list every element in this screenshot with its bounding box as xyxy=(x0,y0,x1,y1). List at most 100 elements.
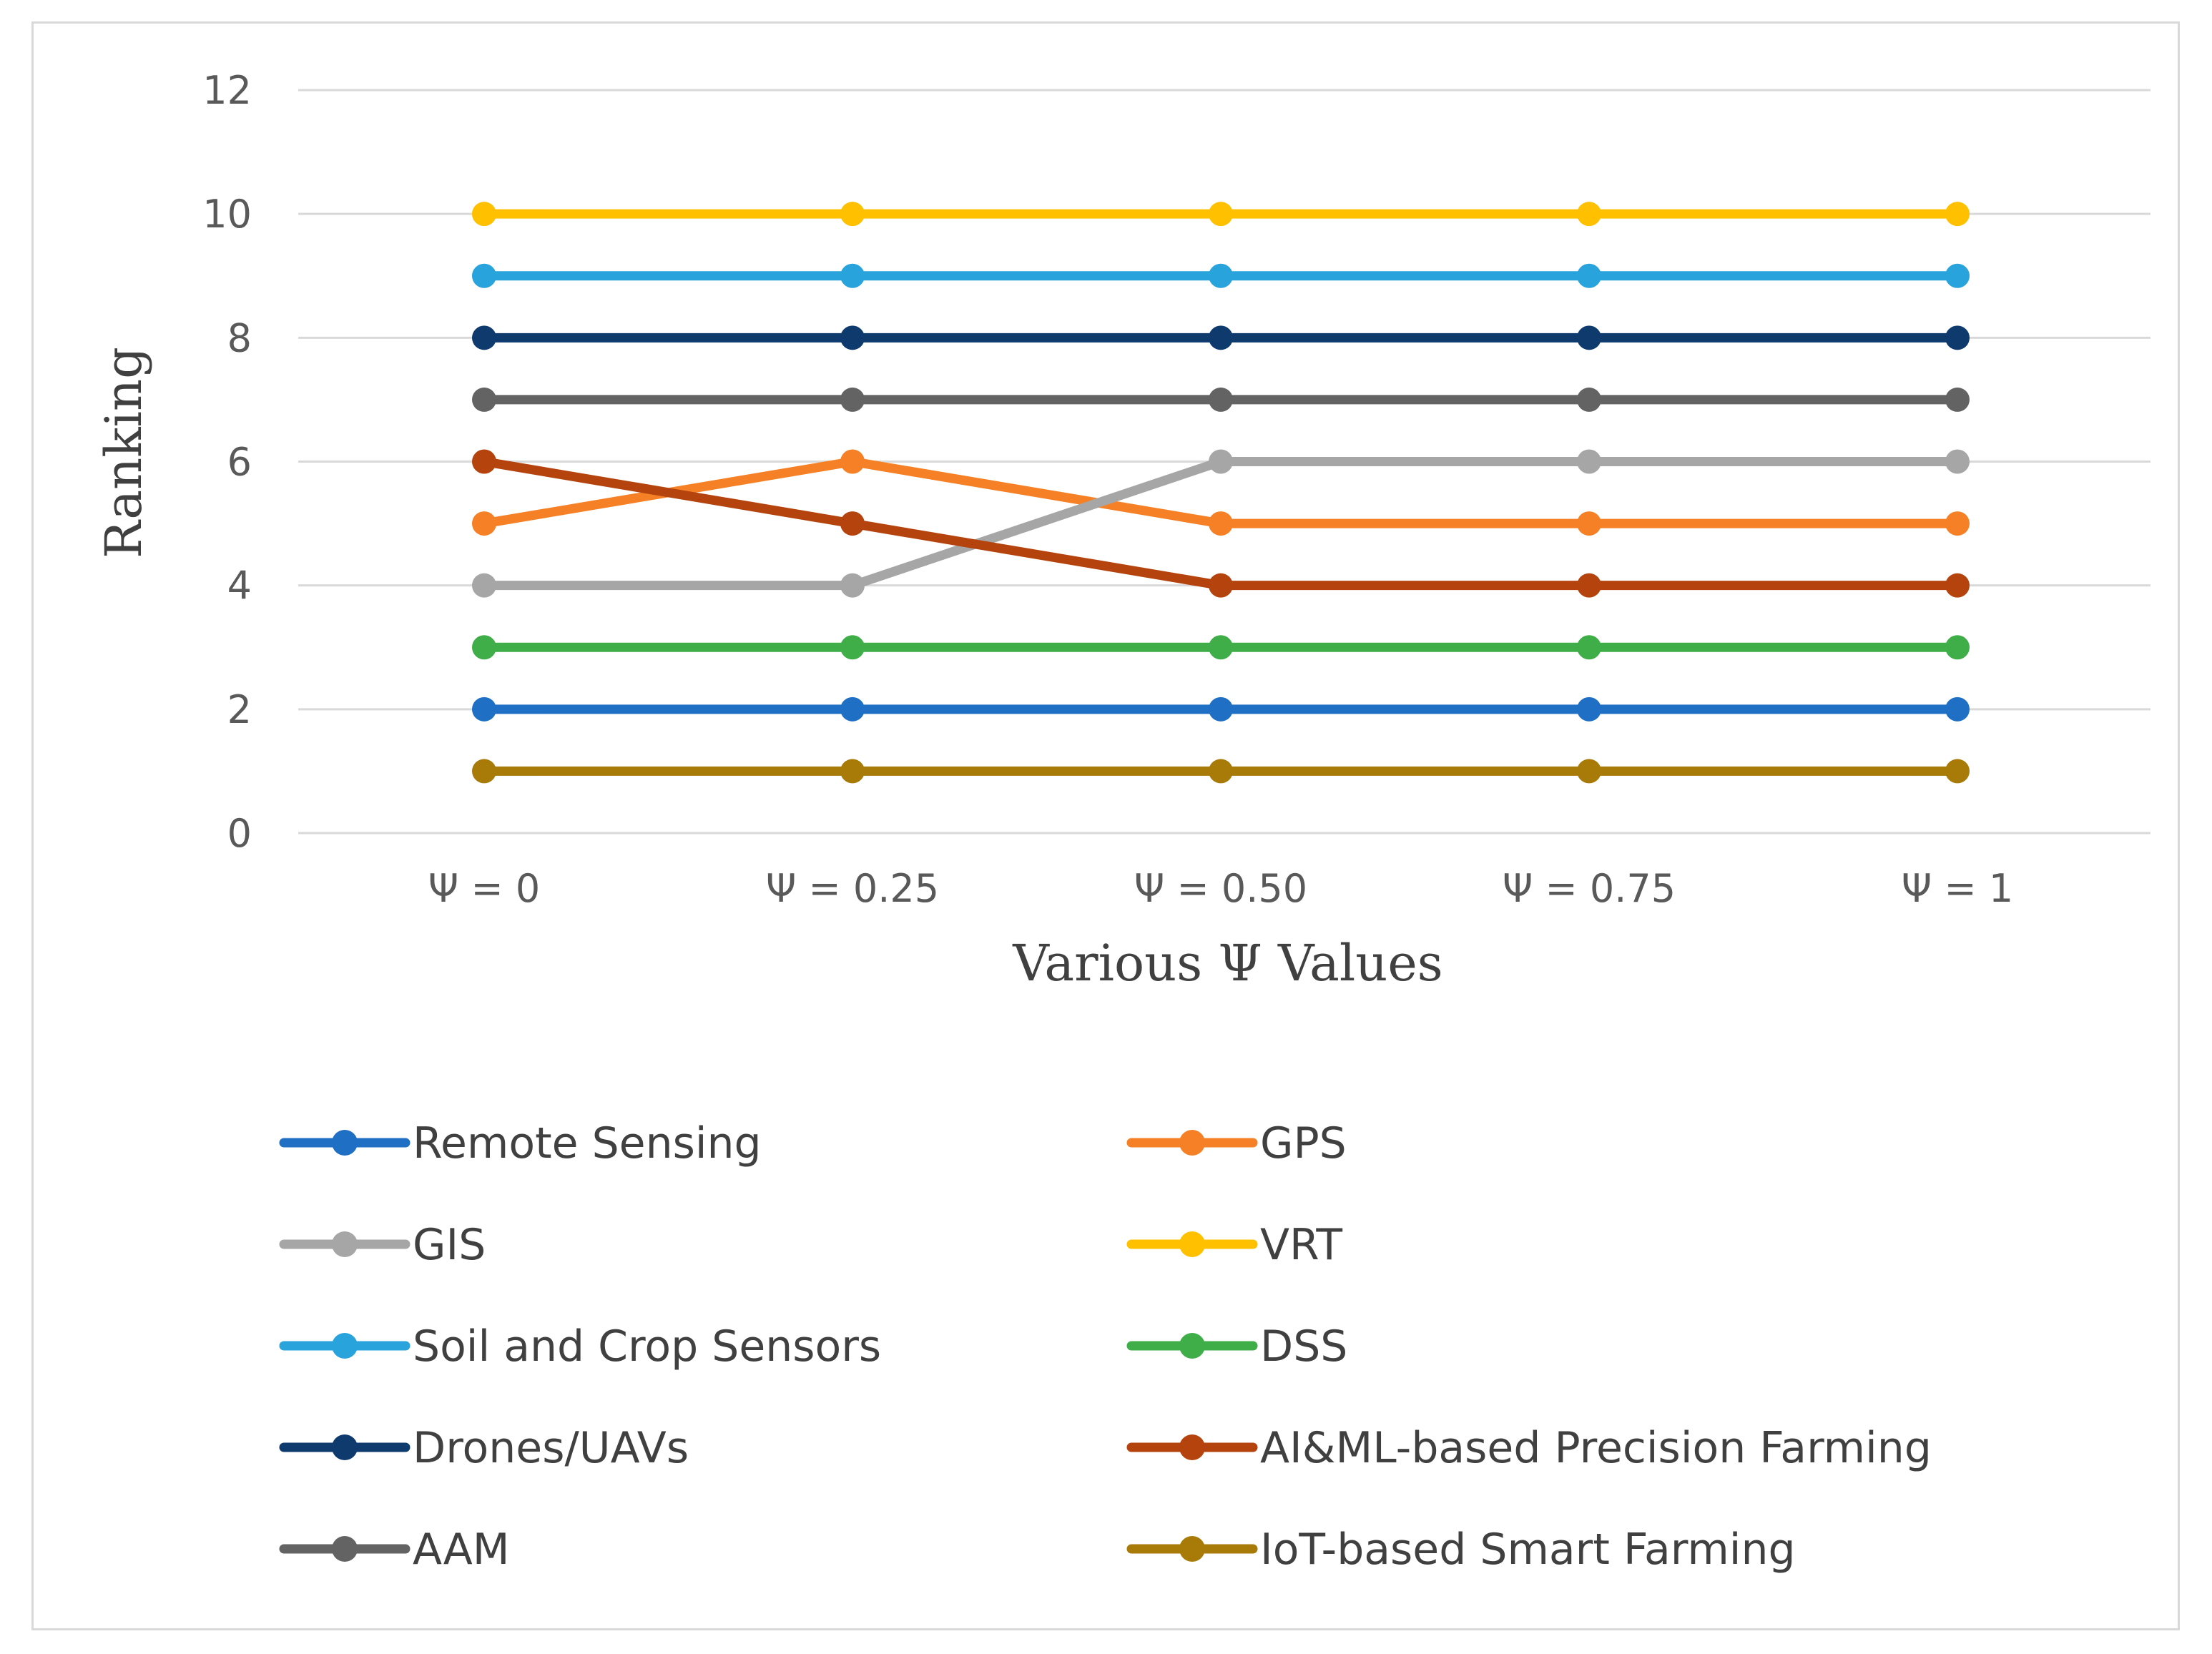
legend-swatch-marker xyxy=(1179,1536,1205,1562)
data-point xyxy=(1577,573,1601,598)
data-point xyxy=(840,449,865,474)
data-point xyxy=(1209,696,1233,722)
data-point xyxy=(840,635,865,660)
legend-swatch-marker xyxy=(1179,1434,1205,1460)
data-point xyxy=(840,696,865,722)
data-point xyxy=(1209,759,1233,784)
data-point xyxy=(1209,635,1233,660)
series-remote-sensing xyxy=(472,696,1970,722)
x-tick-label: Ψ = 0 xyxy=(428,866,540,911)
data-point xyxy=(1209,263,1233,288)
data-point xyxy=(472,759,496,784)
y-tick-label: 4 xyxy=(227,563,252,609)
y-tick-label: 12 xyxy=(202,68,252,113)
data-point xyxy=(1209,325,1233,350)
data-point xyxy=(472,573,496,598)
y-tick-label: 0 xyxy=(227,811,252,856)
data-point xyxy=(1945,759,1970,784)
data-point xyxy=(840,759,865,784)
data-point xyxy=(1577,511,1601,536)
data-point xyxy=(472,449,496,474)
data-point xyxy=(1577,449,1601,474)
data-point xyxy=(1577,325,1601,350)
legend-swatch-marker xyxy=(1179,1333,1205,1359)
x-axis-ticks: Ψ = 0 Ψ = 0.25 Ψ = 0.50 Ψ = 0.75 Ψ = 1 xyxy=(428,866,2013,911)
legend-item: IoT-based Smart Farming xyxy=(1126,1525,1796,1575)
data-point xyxy=(1577,202,1601,227)
data-point xyxy=(1577,387,1601,412)
legend-swatch-marker xyxy=(332,1231,358,1257)
data-point xyxy=(472,202,496,227)
data-point xyxy=(1945,449,1970,474)
series-ai-ml-based-precision-farming xyxy=(472,449,1970,598)
series-iot-based-smart-farming xyxy=(472,759,1970,784)
legend-item: VRT xyxy=(1126,1220,1342,1270)
data-point xyxy=(1945,573,1970,598)
data-point xyxy=(472,696,496,722)
legend-label: GPS xyxy=(1260,1118,1347,1168)
data-point xyxy=(840,387,865,412)
legend-item: AAM xyxy=(279,1525,510,1575)
legend-swatch-marker xyxy=(332,1434,358,1460)
y-axis-ticks: 0 2 4 6 8 10 12 xyxy=(202,68,252,856)
data-point xyxy=(1577,759,1601,784)
data-point xyxy=(1209,202,1233,227)
y-axis-title: Ranking xyxy=(94,347,153,558)
x-tick-label: Ψ = 0.25 xyxy=(766,866,939,911)
data-point xyxy=(472,263,496,288)
data-point xyxy=(1577,696,1601,722)
data-point xyxy=(1209,387,1233,412)
data-point xyxy=(1209,573,1233,598)
legend-item: Drones/UAVs xyxy=(279,1423,689,1473)
legend-item: Soil and Crop Sensors xyxy=(279,1321,881,1372)
x-tick-label: Ψ = 1 xyxy=(1902,866,2013,911)
legend-label: AI&ML-based Precision Farming xyxy=(1260,1423,1932,1473)
data-point xyxy=(472,511,496,536)
legend-label: AAM xyxy=(413,1525,510,1575)
data-point xyxy=(472,635,496,660)
y-tick-label: 8 xyxy=(227,315,252,360)
data-point xyxy=(1945,635,1970,660)
legend-swatch-marker xyxy=(332,1333,358,1359)
series-lines xyxy=(472,202,1970,784)
legend-swatch-marker xyxy=(332,1536,358,1562)
data-point xyxy=(840,325,865,350)
x-tick-label: Ψ = 0.75 xyxy=(1503,866,1676,911)
series-aam xyxy=(472,387,1970,412)
series-drones-uavs xyxy=(472,325,1970,350)
legend-swatch-marker xyxy=(1179,1130,1205,1156)
legend-item: AI&ML-based Precision Farming xyxy=(1126,1423,1932,1473)
data-point xyxy=(472,325,496,350)
x-axis-title: Various Ψ Values xyxy=(1012,934,1442,993)
y-tick-label: 10 xyxy=(202,192,252,237)
data-point xyxy=(1945,387,1970,412)
series-vrt xyxy=(472,202,1970,227)
legend: Remote Sensing GPS GIS VRT Soil and Crop Sen… xyxy=(279,1118,1932,1575)
data-point xyxy=(1945,202,1970,227)
legend-item: DSS xyxy=(1126,1321,1347,1372)
legend-label: Remote Sensing xyxy=(413,1118,762,1168)
y-tick-label: 6 xyxy=(227,440,252,485)
legend-item: GPS xyxy=(1126,1118,1347,1168)
legend-item: GIS xyxy=(279,1220,486,1270)
data-point xyxy=(1577,635,1601,660)
data-point xyxy=(1209,511,1233,536)
data-point xyxy=(1577,263,1601,288)
legend-label: IoT-based Smart Farming xyxy=(1260,1525,1796,1575)
series-soil-and-crop-sensors xyxy=(472,263,1970,288)
legend-item: Remote Sensing xyxy=(279,1118,762,1168)
legend-label: DSS xyxy=(1260,1321,1347,1372)
y-tick-label: 2 xyxy=(227,687,252,732)
series-dss xyxy=(472,635,1970,660)
data-point xyxy=(840,511,865,536)
legend-swatch-marker xyxy=(1179,1231,1205,1257)
data-point xyxy=(1209,449,1233,474)
legend-label: VRT xyxy=(1260,1220,1342,1270)
data-point xyxy=(1945,511,1970,536)
x-tick-label: Ψ = 0.50 xyxy=(1134,866,1307,911)
series-gis xyxy=(472,449,1970,598)
legend-label: GIS xyxy=(413,1220,486,1270)
data-point xyxy=(1945,263,1970,288)
